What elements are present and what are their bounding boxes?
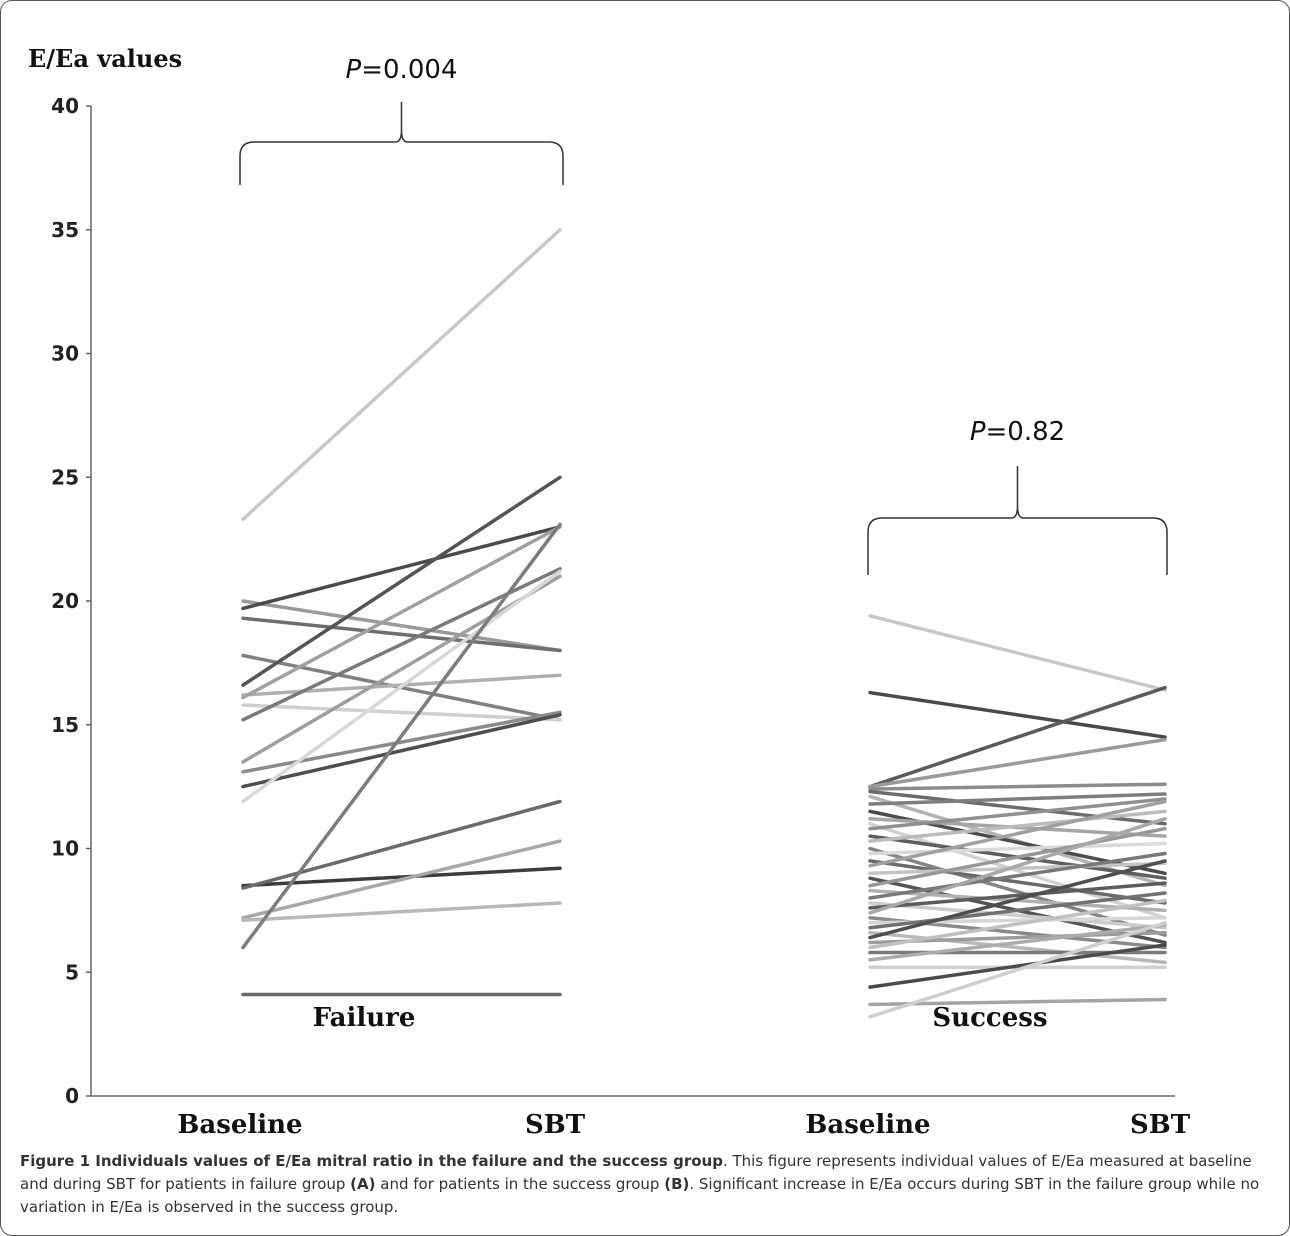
series-line-failure	[241, 569, 562, 804]
caption-text-2: and for patients in the success group	[375, 1175, 665, 1193]
series-line-failure	[241, 901, 562, 923]
series-line-success	[868, 859, 1167, 905]
significance-bracket	[867, 466, 1168, 575]
y-tick-label: 0	[65, 1084, 79, 1108]
series-line-success	[868, 997, 1167, 1007]
series-line-success	[868, 737, 1167, 789]
x-tick-label: Baseline	[805, 1110, 930, 1140]
series-line-success	[868, 921, 1167, 1019]
series-line-failure	[241, 713, 562, 789]
y-tick-label: 10	[51, 837, 79, 861]
series-line-success	[868, 817, 1167, 915]
series-line-failure	[241, 703, 562, 722]
group-label: Success	[932, 1003, 1047, 1033]
series-line-success	[868, 799, 1167, 868]
figure-caption: Figure 1 Individuals values of E/Ea mitr…	[20, 1150, 1270, 1219]
series-line-failure	[241, 228, 562, 522]
series-line-success	[868, 822, 1167, 920]
chart: 0 5 10 15 20 25 30 35 40 E/Ea values Baseline SBT Ba…	[28, 44, 1191, 1140]
series-line-success	[868, 789, 1167, 826]
significance-bracket	[239, 102, 564, 185]
series-line-success	[868, 859, 1167, 940]
series-line-success	[868, 846, 1167, 937]
series-line-failure	[241, 475, 562, 687]
series-line-success	[868, 797, 1167, 831]
series-line-success	[868, 901, 1167, 930]
data-lines	[241, 228, 1167, 1019]
y-tick-label: 20	[51, 589, 79, 613]
series-line-success	[868, 898, 1167, 950]
caption-lead: Figure 1 Individuals values of E/Ea mitr…	[20, 1152, 723, 1170]
series-line-success	[868, 943, 1167, 989]
y-tick-label: 25	[51, 465, 79, 489]
p-value-label: P=0.004	[346, 55, 458, 85]
y-tick-label: 30	[51, 342, 79, 366]
series-line-failure	[241, 866, 562, 888]
y-tick-label: 15	[51, 713, 79, 737]
series-line-success	[868, 782, 1167, 791]
series-line-failure	[241, 799, 562, 890]
series-line-failure	[241, 525, 562, 611]
series-line-success	[868, 685, 1167, 789]
x-tick-label: Baseline	[177, 1110, 302, 1140]
caption-marker-b: (B)	[664, 1175, 690, 1193]
series-line-success	[868, 891, 1167, 930]
series-line-success	[868, 881, 1167, 910]
series-line-success	[868, 930, 1167, 965]
caption-text-1: . This figure represents individual valu…	[20, 1152, 1252, 1193]
caption-marker-a: (A)	[350, 1175, 376, 1193]
series-line-failure	[241, 522, 562, 950]
series-line-failure	[241, 574, 562, 764]
series-line-failure	[241, 710, 562, 774]
group-label: Failure	[313, 1003, 416, 1033]
series-line-failure	[241, 616, 562, 653]
x-tick-label: SBT	[1130, 1110, 1191, 1140]
series-line-success	[868, 841, 1167, 856]
caption-text-3: . Significant increase in E/Ea occurs du…	[20, 1175, 1260, 1216]
y-axis-title: E/Ea values	[28, 44, 182, 73]
series-line-success	[868, 614, 1167, 692]
y-axis: 0 5 10 15 20 25 30 35 40 E/Ea values Baseline SBT Ba…	[28, 44, 1191, 1140]
series-line-success	[868, 690, 1167, 739]
y-tick-label: 40	[51, 94, 79, 118]
annotations: P=0.004 Failure P=0.82 Success	[239, 55, 1168, 1033]
series-line-failure	[241, 839, 562, 920]
series-line-success	[868, 861, 1167, 876]
series-line-success	[868, 792, 1167, 806]
series-line-success	[868, 851, 1167, 900]
y-tick-label: 5	[65, 960, 79, 984]
series-line-success	[868, 809, 1167, 843]
p-value-label: P=0.82	[970, 417, 1065, 447]
series-line-failure	[241, 599, 562, 653]
series-line-success	[868, 826, 1167, 888]
x-tick-label: SBT	[525, 1110, 586, 1140]
series-line-success	[868, 923, 1167, 962]
y-tick-label: 35	[51, 218, 79, 242]
series-line-failure	[241, 525, 562, 700]
